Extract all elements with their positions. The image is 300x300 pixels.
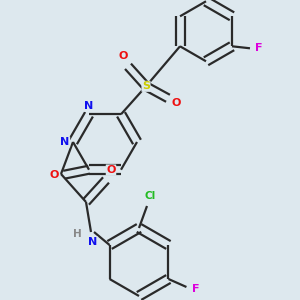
- Text: N: N: [84, 101, 94, 111]
- Text: O: O: [106, 165, 116, 175]
- Text: N: N: [60, 137, 70, 147]
- Text: O: O: [171, 98, 181, 108]
- Text: Cl: Cl: [144, 191, 156, 201]
- Text: F: F: [192, 284, 199, 294]
- Text: O: O: [49, 170, 59, 180]
- Text: F: F: [255, 43, 263, 53]
- Text: H: H: [73, 229, 81, 239]
- Text: S: S: [142, 81, 150, 91]
- Text: O: O: [118, 51, 128, 61]
- Text: N: N: [88, 237, 98, 247]
